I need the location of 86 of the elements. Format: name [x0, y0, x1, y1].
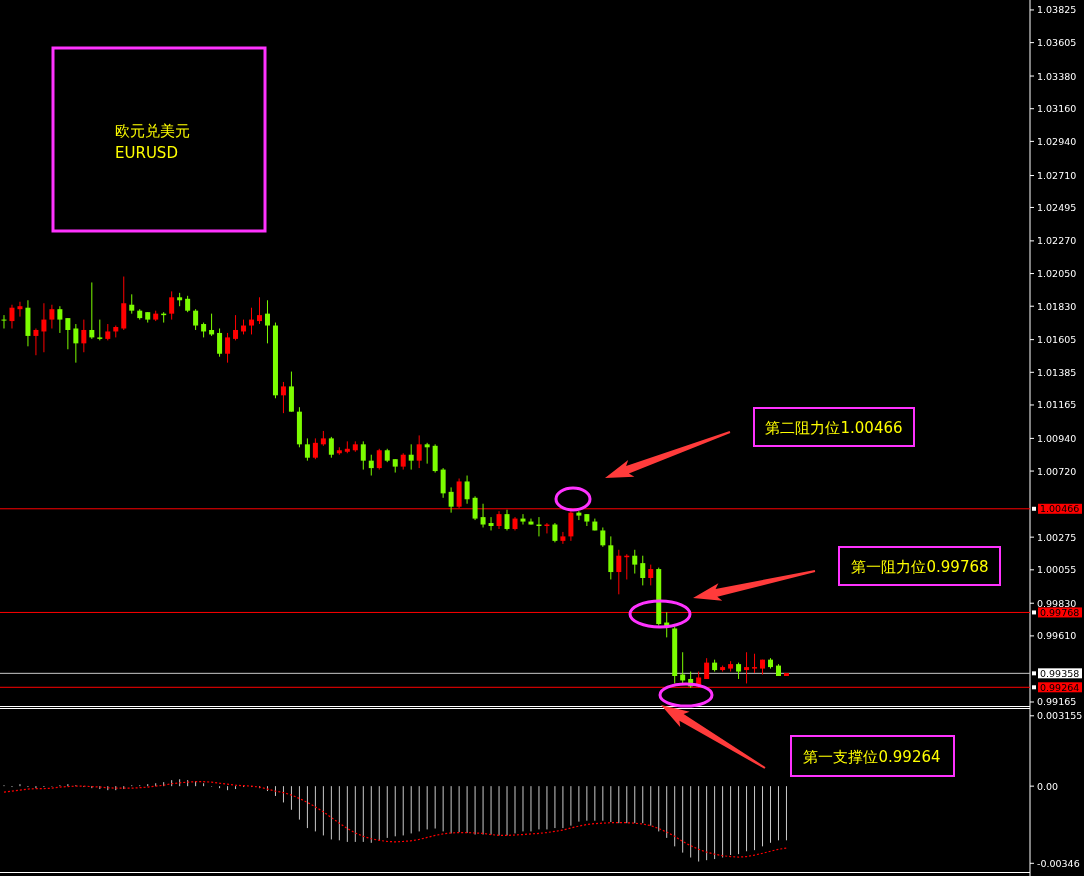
candlestick: [33, 328, 39, 356]
candlestick: [264, 299, 270, 344]
line-series: [3, 781, 788, 858]
candlestick: [249, 307, 255, 335]
y-tick-label: 0.99165: [1037, 696, 1077, 708]
candlestick: [304, 437, 310, 462]
candlestick: [552, 522, 558, 543]
candlestick: [9, 304, 15, 329]
candlestick: [257, 296, 262, 325]
candlestick: [488, 516, 494, 531]
y-tick-label: 1.02270: [1037, 235, 1077, 247]
candlestick: [640, 555, 646, 586]
y-tick-label: 1.02710: [1037, 170, 1077, 182]
annotation: 第一支撑位0.99264: [803, 748, 941, 766]
candlestick: [416, 434, 422, 469]
candlestick: [704, 657, 710, 680]
candlestick: [360, 440, 366, 471]
y-tick-label: -0.00346: [1037, 857, 1080, 869]
candlestick: [73, 323, 79, 364]
y-tick-label: 0.99830: [1037, 597, 1077, 609]
candlestick: [209, 313, 215, 337]
y-tick-label: 1.01385: [1037, 366, 1077, 378]
y-tick-label: 0.99610: [1037, 630, 1077, 642]
candlestick: [1, 314, 7, 329]
candlestick: [744, 651, 750, 684]
candlestick: [97, 319, 103, 341]
candlestick: [752, 653, 758, 674]
ref-line-label: 0.99358: [1040, 667, 1080, 679]
candlestick: [41, 302, 47, 353]
candlestick: [233, 314, 239, 341]
candlestick: [49, 304, 55, 329]
candlestick: [560, 531, 566, 545]
candlestick: [81, 319, 87, 353]
y-tick-label: 1.00275: [1037, 531, 1077, 543]
candlestick: [408, 443, 414, 471]
candlestick: [280, 381, 286, 414]
annotation: 第二阻力位1.00466: [765, 419, 903, 437]
candlestick: [576, 510, 582, 521]
y-tick-label: 1.02495: [1037, 201, 1077, 213]
candlestick: [600, 527, 606, 548]
y-tick-label: 1.00055: [1037, 564, 1077, 576]
candlestick: [568, 509, 574, 542]
candlestick: [368, 454, 374, 477]
candlestick: [632, 549, 638, 575]
candlestick: [648, 564, 654, 586]
candlestick: [376, 448, 382, 471]
ref-line-label: 0.99768: [1040, 606, 1080, 618]
y-tick-label: 1.01165: [1037, 399, 1077, 411]
candlestick: [225, 332, 231, 364]
y-tick-label: 1.03380: [1037, 70, 1077, 82]
candlestick: [129, 293, 135, 315]
candlestick: [448, 486, 454, 514]
ref-line-label: 0.99264: [1040, 681, 1080, 693]
candlestick: [528, 518, 534, 526]
candlestick: [312, 437, 318, 460]
y-tick-label: 1.03825: [1037, 4, 1077, 16]
candlestick: [616, 549, 622, 595]
candlestick: [424, 442, 430, 465]
annotation: EURUSD: [115, 144, 178, 162]
candlestick: [169, 290, 175, 321]
y-tick-label: 1.03160: [1037, 103, 1077, 115]
candlestick: [17, 301, 23, 318]
annotation: 第一阻力位0.99768: [851, 558, 989, 576]
y-tick-label: 0.00: [1037, 780, 1059, 792]
y-tick-label: 1.02050: [1037, 268, 1077, 280]
candlestick: [217, 328, 223, 358]
candlestick: [193, 308, 199, 331]
candlestick: [328, 436, 334, 459]
y-tick-label: 1.01605: [1037, 334, 1077, 346]
candlestick: [520, 513, 526, 526]
y-tick-label: 1.01830: [1037, 300, 1077, 312]
y-tick-label: 1.00940: [1037, 432, 1077, 444]
candlestick: [89, 281, 95, 340]
y-tick-label: 1.00720: [1037, 465, 1077, 477]
candlestick: [480, 503, 486, 528]
candlestick: [440, 467, 446, 499]
y-tick-label: 1.02940: [1037, 135, 1077, 147]
ref-line-label: 1.00466: [1040, 503, 1080, 515]
candlestick: [65, 317, 71, 350]
candlestick: [472, 495, 478, 521]
annotation: 欧元兑美元: [115, 122, 190, 140]
y-tick-label: 0.003155: [1037, 710, 1083, 722]
candlestick: [464, 475, 470, 505]
y-tick-label: 1.03605: [1037, 37, 1077, 49]
candlestick: [57, 305, 63, 334]
candlestick: [504, 509, 510, 531]
